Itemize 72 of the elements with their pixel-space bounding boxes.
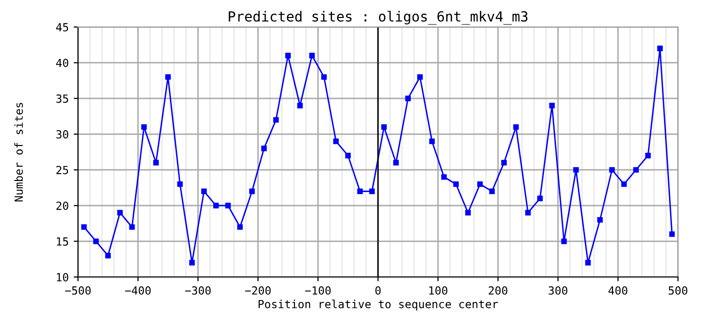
point [225, 202, 231, 208]
point [657, 46, 663, 52]
point [213, 202, 219, 208]
point [513, 124, 519, 130]
y-tick-label: 15 [56, 237, 68, 246]
point [405, 96, 411, 102]
point [381, 124, 387, 130]
point [177, 181, 183, 187]
y-tick-label: 30 [56, 130, 68, 139]
point [489, 188, 495, 194]
point [453, 181, 459, 187]
point [609, 167, 615, 173]
point [333, 138, 339, 144]
point [273, 117, 279, 123]
point [549, 102, 555, 108]
point [81, 224, 87, 230]
y-tick-label: 25 [56, 166, 68, 174]
point [669, 231, 675, 237]
point [165, 74, 171, 80]
x-tick-label: 500 [668, 286, 688, 295]
y-axis-title: Number of sites [14, 102, 23, 202]
y-tick-label: 20 [56, 202, 68, 210]
point [237, 224, 243, 230]
point [369, 188, 375, 194]
point [117, 210, 123, 216]
point [285, 52, 291, 58]
x-tick-label: 200 [488, 286, 508, 295]
y-tick-label: 40 [56, 58, 68, 68]
y-tick-label: 35 [56, 94, 68, 103]
x-tick-label: −500 [65, 286, 91, 295]
point [153, 160, 159, 166]
x-tick-label: −100 [305, 286, 331, 295]
point [477, 181, 483, 187]
point [141, 124, 147, 130]
x-tick-label: −300 [185, 286, 211, 295]
point [501, 160, 507, 166]
point [297, 102, 303, 108]
x-axis-title: Position relative to sequence center [258, 300, 498, 310]
point [417, 74, 423, 80]
point [321, 74, 327, 80]
point [597, 217, 603, 223]
point [633, 167, 639, 173]
chart-title: Predicted sites : oligos_6nt_mkv4_m3 [228, 10, 528, 25]
point [621, 181, 627, 187]
point [345, 152, 351, 158]
point [261, 146, 267, 152]
point [573, 167, 579, 173]
x-tick-label: 0 [375, 286, 381, 295]
x-tick-label: −200 [245, 286, 271, 295]
x-tick-label: 100 [429, 286, 448, 295]
point [357, 188, 363, 194]
point [585, 260, 591, 266]
x-tick-label: −400 [125, 286, 151, 295]
point [561, 238, 567, 244]
y-tick-label: 45 [56, 23, 68, 32]
point [105, 252, 111, 258]
point [309, 52, 315, 58]
point [189, 260, 195, 266]
point [93, 238, 99, 244]
point [249, 188, 255, 194]
point [441, 174, 447, 180]
point [393, 160, 399, 166]
point [645, 152, 651, 158]
point [537, 196, 543, 202]
y-tick-label: 10 [56, 273, 68, 282]
point [465, 210, 471, 216]
point [525, 210, 531, 216]
point [429, 138, 435, 144]
x-tick-label: 400 [608, 286, 628, 295]
point [129, 224, 135, 230]
point [201, 188, 207, 194]
x-tick-label: 300 [548, 286, 568, 295]
